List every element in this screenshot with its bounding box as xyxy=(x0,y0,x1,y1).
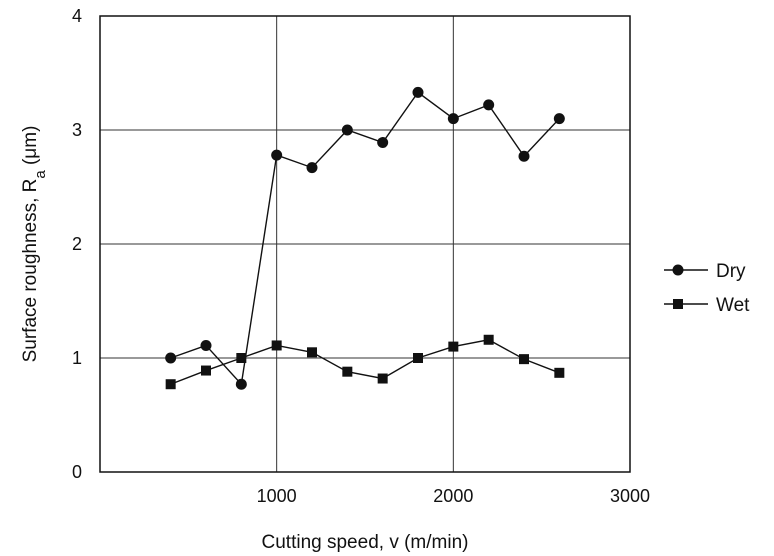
data-point-dry xyxy=(553,113,565,125)
y-tick-label: 4 xyxy=(72,6,82,26)
series xyxy=(165,86,565,390)
data-point-wet xyxy=(201,365,211,376)
data-point-wet xyxy=(519,354,529,365)
data-point-wet xyxy=(236,353,247,363)
data-point-wet xyxy=(413,353,423,363)
grid xyxy=(100,16,630,472)
data-point-wet xyxy=(165,379,176,390)
data-point-dry xyxy=(483,99,495,111)
x-tick-label: 3000 xyxy=(610,486,650,506)
legend-label-wet: Wet xyxy=(716,295,750,316)
data-point-wet xyxy=(554,367,565,378)
data-point-wet xyxy=(307,347,317,358)
data-point-dry xyxy=(306,162,318,174)
data-point-wet xyxy=(271,340,282,351)
data-point-wet xyxy=(483,334,494,345)
x-axis-label: Cutting speed, v (m/min) xyxy=(262,532,469,553)
y-tick-label: 1 xyxy=(72,348,82,368)
data-point-dry xyxy=(165,352,177,364)
series-line-dry xyxy=(170,91,560,386)
data-point-dry xyxy=(447,113,459,125)
data-point-dry xyxy=(271,149,283,161)
legend-item-wet: Wet xyxy=(664,295,750,316)
series-dry xyxy=(165,86,565,390)
legend-marker-wet xyxy=(673,299,683,309)
x-tick-label: 1000 xyxy=(257,486,297,506)
data-point-wet xyxy=(448,341,459,352)
legend: Dry Wet xyxy=(664,261,750,316)
y-axis-label-sub: a xyxy=(32,170,49,179)
series-wet xyxy=(165,334,565,390)
data-point-dry xyxy=(412,86,424,98)
y-axis-label: Surface roughness, Ra (μm) xyxy=(20,126,49,363)
data-point-dry xyxy=(341,124,353,136)
plot-frame xyxy=(99,15,631,473)
data-point-wet xyxy=(377,373,388,384)
data-point-dry xyxy=(200,339,212,351)
y-tick-label: 0 xyxy=(72,462,82,482)
series-line-wet xyxy=(170,339,560,385)
data-point-dry xyxy=(377,137,389,149)
legend-marker-dry xyxy=(672,264,684,276)
data-point-dry xyxy=(518,150,530,162)
y-tick-label: 2 xyxy=(72,234,82,254)
legend-label-dry: Dry xyxy=(716,261,746,282)
y-tick-label: 3 xyxy=(72,120,82,140)
x-tick-label: 2000 xyxy=(433,486,473,506)
legend-item-dry: Dry xyxy=(664,261,746,282)
data-point-dry xyxy=(235,378,247,390)
y-axis-label-unit: (μm) xyxy=(20,126,41,171)
ticks: 1000 2000 3000 0 1 2 3 4 xyxy=(72,6,650,506)
y-axis-label-main: Surface roughness, R xyxy=(20,179,41,363)
data-point-wet xyxy=(342,366,353,377)
